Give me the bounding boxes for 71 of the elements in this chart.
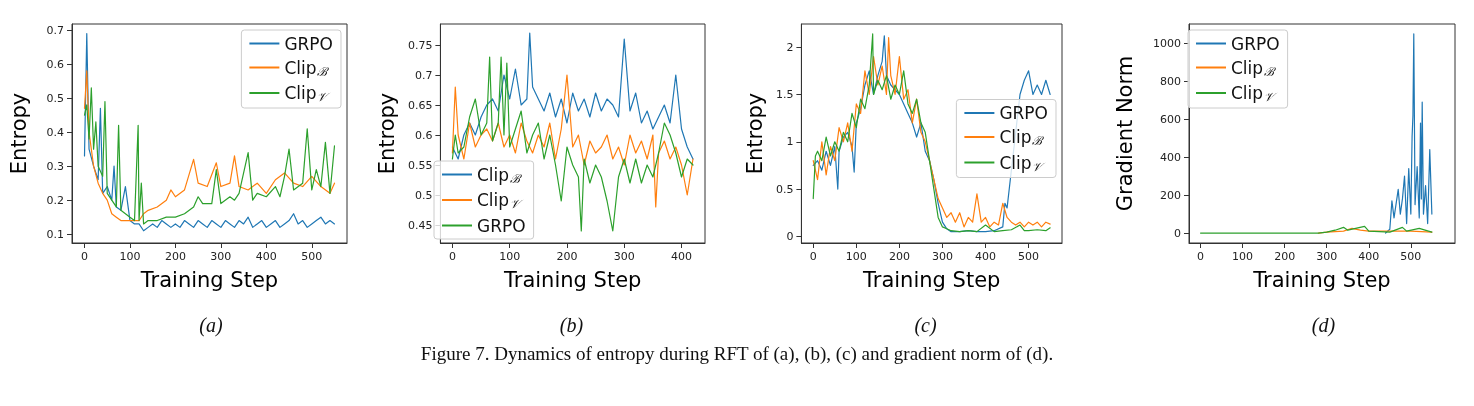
x-tick-label: 100 <box>1232 250 1254 263</box>
text: (a) <box>199 314 223 337</box>
y-tick-label: 0.7 <box>414 68 433 82</box>
line-series <box>1385 33 1433 234</box>
y-tick-label: 0.1 <box>46 227 64 241</box>
y-tick-label: 0.3 <box>46 159 64 173</box>
y-tick-label: 1.5 <box>775 87 794 101</box>
text: (d) <box>1311 314 1336 337</box>
x-tick-label: 200 <box>888 250 910 263</box>
x-tick-label: 300 <box>613 250 635 263</box>
line-series <box>451 74 694 208</box>
x-tick-label: 0 <box>809 250 817 263</box>
y-tick-label: 800 <box>1160 74 1181 88</box>
x-tick-label: 100 <box>119 250 141 263</box>
x-axis-title: Training Step <box>503 267 642 292</box>
x-tick-label: 0 <box>1197 250 1205 263</box>
y-tick-label: 0.6 <box>46 57 64 71</box>
x-tick-label: 200 <box>556 250 578 263</box>
text: (b) <box>559 314 584 337</box>
x-tick-label: 200 <box>164 250 186 263</box>
line-series <box>83 32 336 232</box>
x-tick-label: 500 <box>301 250 323 263</box>
x-tick-label: 300 <box>1316 250 1338 263</box>
x-tick-label: 100 <box>845 250 867 263</box>
x-tick-label: 500 <box>1018 250 1040 263</box>
x-tick-label: 500 <box>1400 250 1422 263</box>
x-tick-label: 100 <box>499 250 521 263</box>
y-tick-label: 0.2 <box>46 193 64 207</box>
y-tick-label: 2 <box>786 40 794 54</box>
x-tick-label: 0 <box>448 250 456 263</box>
y-tick-label: 0.6 <box>414 128 433 142</box>
y-tick-label: 0.75 <box>407 38 433 52</box>
caption: Figure 7. Dynamics of entropy during RFT of (a), (b), (c) and gradient norm of (d). <box>419 343 1055 365</box>
y-tick-label: 0.7 <box>46 23 64 37</box>
y-tick-label: 0.45 <box>407 218 433 232</box>
y-tick-label: 0 <box>1174 226 1181 240</box>
x-tick-label: 400 <box>1358 250 1380 263</box>
line-series <box>451 56 694 232</box>
y-tick-label: 1 <box>786 135 794 149</box>
y-tick-label: 0.65 <box>407 98 433 112</box>
y-axis-title: Entropy <box>374 92 399 175</box>
x-tick-label: 400 <box>255 250 277 263</box>
x-tick-label: 0 <box>81 250 88 263</box>
legend-label: GRPO <box>477 215 526 236</box>
x-tick-label: 200 <box>1274 250 1296 263</box>
line-series <box>451 32 694 160</box>
text: (c) <box>914 314 937 337</box>
x-axis-title: Training Step <box>862 267 1001 292</box>
y-axis-title: Entropy <box>742 92 767 175</box>
y-axis-title: Gradient Norm <box>1112 55 1137 212</box>
x-tick-label: 400 <box>671 250 693 263</box>
y-tick-label: 0.55 <box>407 158 433 172</box>
y-tick-label: 200 <box>1160 188 1181 202</box>
y-tick-label: 0.5 <box>414 188 433 202</box>
legend-label: GRPO <box>999 103 1049 123</box>
y-tick-label: 600 <box>1160 112 1181 126</box>
legend-label: GRPO <box>1231 33 1280 54</box>
line-series <box>1199 225 1433 234</box>
y-tick-label: 0 <box>786 229 794 243</box>
x-tick-label: 400 <box>975 250 997 263</box>
x-tick-label: 300 <box>210 250 232 263</box>
y-tick-label: 0.4 <box>46 125 64 139</box>
y-tick-label: 400 <box>1160 150 1181 164</box>
x-tick-label: 300 <box>931 250 953 263</box>
y-tick-label: 0.5 <box>775 182 794 196</box>
x-axis-title: Training Step <box>139 267 279 292</box>
y-tick-label: 1000 <box>1153 36 1181 50</box>
legend-label: GRPO <box>284 33 334 54</box>
x-axis-title: Training Step <box>1252 267 1391 292</box>
y-axis-title: Entropy <box>6 92 31 175</box>
y-tick-label: 0.5 <box>46 91 64 105</box>
